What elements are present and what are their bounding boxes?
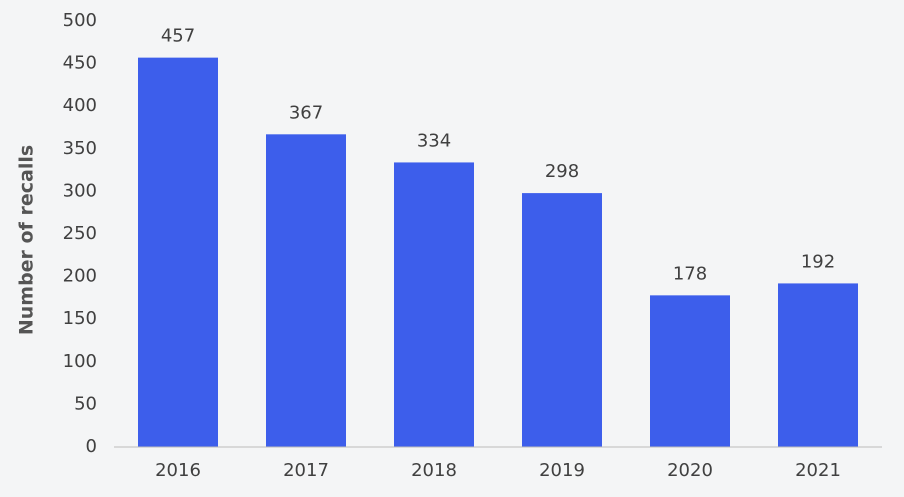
y-tick-label: 250 — [63, 223, 97, 244]
y-tick-label: 50 — [74, 393, 97, 414]
bar — [778, 283, 858, 447]
x-tick-label: 2020 — [667, 460, 713, 481]
y-axis-title: Number of recalls — [16, 145, 38, 335]
bar — [522, 193, 602, 447]
bar — [650, 295, 730, 447]
x-tick-label: 2016 — [155, 460, 201, 481]
data-label: 457 — [161, 26, 195, 47]
x-tick-label: 2019 — [539, 460, 585, 481]
y-tick-label: 100 — [63, 351, 97, 372]
y-tick-label: 400 — [63, 95, 97, 116]
x-tick-label: 2021 — [795, 460, 841, 481]
bar — [394, 162, 474, 447]
data-label: 192 — [801, 251, 835, 272]
y-tick-label: 500 — [63, 10, 97, 31]
y-tick-label: 350 — [63, 138, 97, 159]
y-tick-label: 200 — [63, 266, 97, 287]
bar — [266, 134, 346, 448]
data-label: 367 — [289, 102, 323, 123]
data-label: 298 — [545, 161, 579, 182]
y-tick-label: 150 — [63, 308, 97, 329]
x-tick-label: 2017 — [283, 460, 329, 481]
bar — [138, 57, 218, 448]
x-tick-label: 2018 — [411, 460, 457, 481]
y-tick-label: 450 — [63, 53, 97, 74]
y-tick-label: 0 — [86, 436, 97, 457]
data-label: 334 — [417, 130, 451, 151]
data-label: 178 — [673, 263, 707, 284]
y-tick-label: 300 — [63, 180, 97, 201]
